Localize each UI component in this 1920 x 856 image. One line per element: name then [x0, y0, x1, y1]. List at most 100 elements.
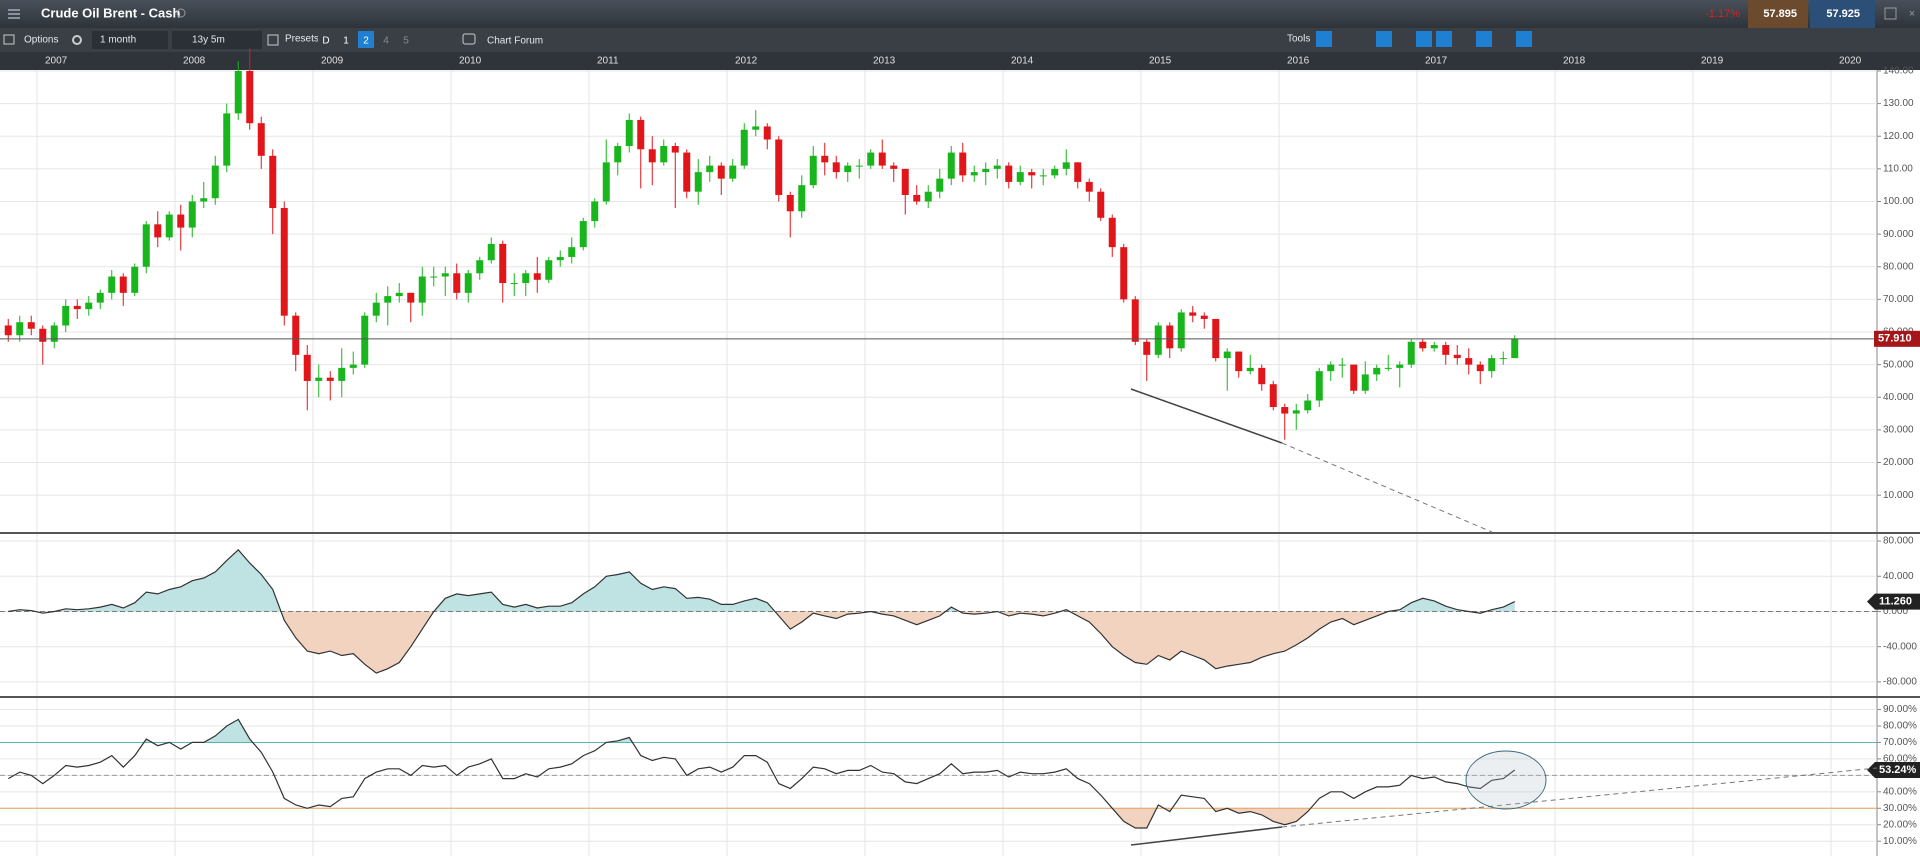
menu-icon[interactable] — [8, 9, 20, 19]
candle-body — [27, 322, 35, 329]
preset-button[interactable] — [398, 31, 414, 48]
panel-0: 10.00020.00030.00040.00050.00060.00070.0… — [0, 48, 1920, 501]
candle-body — [16, 322, 24, 336]
candle-body — [752, 126, 760, 130]
candle-body — [913, 194, 921, 202]
candle-body — [602, 162, 610, 202]
y-tick-label: 20.000 — [1883, 457, 1914, 468]
options[interactable]: Options — [24, 35, 58, 46]
candle-body — [648, 149, 656, 163]
candle-body — [119, 276, 127, 293]
candle-body — [775, 139, 783, 195]
candle-body — [1327, 364, 1335, 372]
candle-body — [1396, 364, 1404, 368]
preset-button[interactable] — [318, 31, 334, 48]
candle-body — [453, 273, 461, 293]
candle-body — [706, 165, 714, 173]
candle-body — [890, 165, 898, 169]
candle-body — [395, 292, 403, 297]
y-tick-label: 30.00% — [1883, 803, 1917, 814]
preset-button[interactable] — [338, 31, 354, 48]
candle-body — [763, 126, 771, 140]
candle-body — [1246, 367, 1254, 372]
tool-icons[interactable] — [1316, 31, 1532, 47]
y-tick-label: 0.000 — [1883, 606, 1908, 617]
chart-forum[interactable]: Chart Forum — [487, 36, 543, 47]
candle-body — [660, 146, 668, 163]
candle-body — [1143, 341, 1151, 355]
candle-body — [96, 292, 104, 303]
search-icon[interactable] — [176, 8, 186, 18]
preset-buttons: D 1 2 4 5 — [318, 31, 414, 48]
candle-body — [1407, 341, 1415, 365]
current-value-tag — [1867, 762, 1920, 779]
year-label: 2011 — [597, 56, 619, 67]
y-tick-label: 70.000 — [1883, 294, 1914, 305]
instrument-title: Crude Oil Brent - Cash — [41, 5, 180, 20]
candle-body — [1039, 175, 1047, 177]
candle-body — [970, 172, 978, 176]
candle-body — [579, 221, 587, 248]
candle-body — [1499, 358, 1507, 360]
highlight-ellipse[interactable] — [1465, 750, 1547, 810]
candle-body — [303, 354, 311, 381]
indicator-fill-below — [8, 808, 1515, 828]
plots: 2007 2008 2009 2010 2011 2012 2013 2014 2015 2016… — [0, 48, 1920, 856]
candle-body — [315, 377, 323, 381]
candle-body — [211, 165, 219, 199]
candle-body — [959, 152, 967, 176]
year-label: 2017 — [1425, 56, 1448, 67]
candle-body — [1304, 400, 1312, 411]
candle-body — [62, 305, 70, 326]
trend-line-extension[interactable] — [1281, 442, 1493, 533]
candle-body — [545, 260, 553, 280]
indicator-fill-below — [8, 611, 1486, 674]
y-tick-label: 80.000 — [1883, 261, 1914, 272]
candle-body — [234, 70, 242, 114]
interval-select[interactable] — [92, 31, 168, 49]
trend-line[interactable] — [1130, 388, 1283, 444]
maximize[interactable] — [1884, 7, 1897, 20]
candle-body — [1258, 367, 1266, 385]
range-select[interactable] — [172, 31, 262, 49]
sell-box[interactable] — [1748, 0, 1808, 28]
y-tick-label: 100.00 — [1883, 196, 1914, 207]
indicator-line — [8, 718, 1516, 829]
trend-line[interactable] — [1130, 826, 1283, 846]
forum-icon[interactable] — [462, 33, 476, 45]
candle-body — [1166, 325, 1174, 349]
title-bar — [0, 0, 1920, 28]
candle-body — [1177, 312, 1185, 349]
candle-body — [1292, 410, 1300, 414]
buy-box[interactable] — [1810, 0, 1875, 28]
candle-body — [1235, 351, 1243, 372]
current-price-label: 57.910 — [1878, 333, 1912, 345]
settings[interactable] — [72, 35, 82, 45]
candle-body — [464, 273, 472, 293]
y-tick-label: 90.000 — [1883, 229, 1914, 240]
candle-body — [982, 168, 990, 173]
close[interactable]: × — [1909, 8, 1915, 20]
candle-body — [510, 283, 518, 285]
y-tick-label: 10.00% — [1883, 836, 1917, 847]
candle-body — [257, 123, 265, 156]
candle-body — [625, 119, 633, 147]
candle-body — [4, 325, 12, 336]
candle-body — [993, 165, 1001, 169]
options-icon[interactable] — [3, 34, 15, 45]
current-value-label: 53.24% — [1879, 764, 1917, 776]
year-label: 2018 — [1563, 56, 1586, 67]
y-tick-label: 40.000 — [1883, 392, 1914, 403]
preset-button[interactable] — [378, 31, 394, 48]
current-value-tag — [1867, 593, 1920, 610]
candle-body — [154, 224, 162, 238]
calendar-icon[interactable] — [267, 34, 279, 46]
candle-body — [1062, 162, 1070, 169]
candle-body — [878, 152, 886, 166]
preset-button[interactable] — [358, 31, 374, 48]
preset-label: 1 — [343, 36, 349, 47]
trend-line-extension[interactable] — [1281, 767, 1878, 828]
candle-body — [821, 155, 829, 163]
candle-body — [1419, 341, 1427, 349]
current-price-tag — [1874, 330, 1920, 347]
